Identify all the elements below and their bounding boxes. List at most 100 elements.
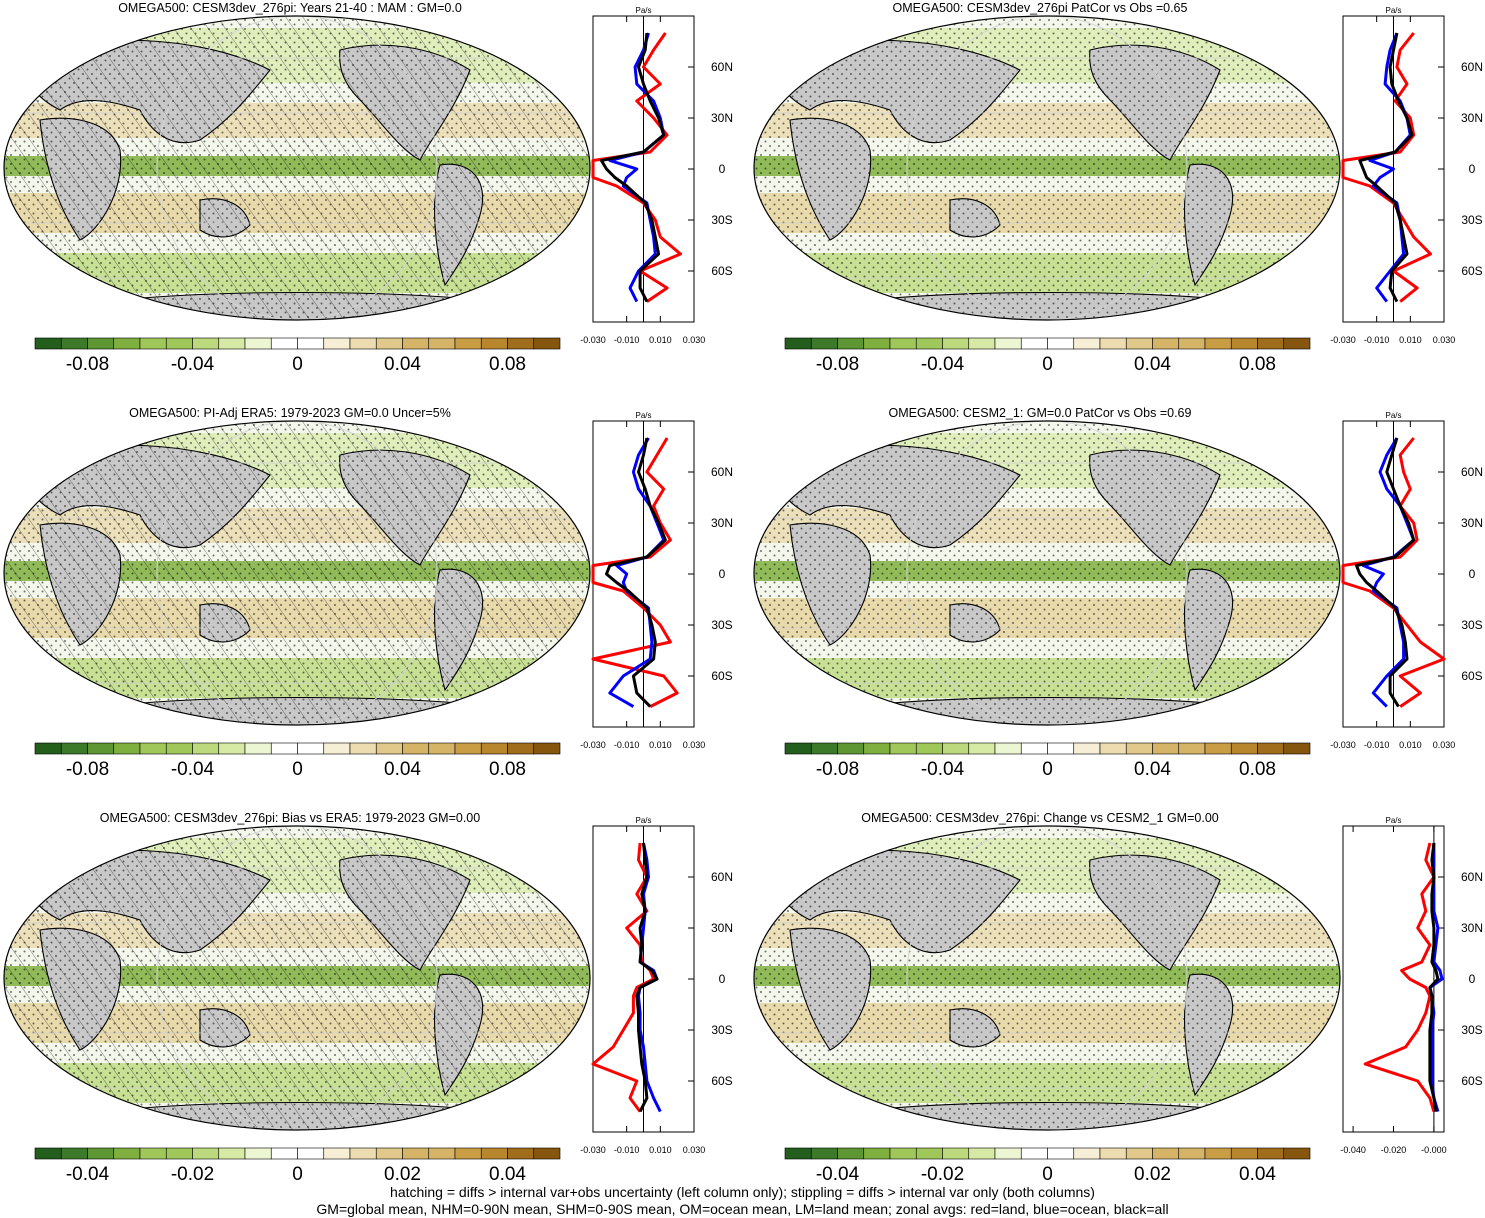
- colorbar-box: [165, 742, 193, 755]
- colorbar-tick-label: -0.04: [921, 354, 965, 375]
- colorbar-tick-label: 0.04: [1134, 354, 1171, 375]
- hatching-overlay: [4, 421, 590, 725]
- map-outline: [3, 420, 591, 726]
- colorbar-box: [994, 337, 1022, 350]
- zonal-all-line: [1355, 437, 1416, 708]
- colorbar-box: [165, 337, 193, 350]
- colorbar-box: [784, 1147, 812, 1160]
- colorbar-tick-label: 0.04: [384, 354, 421, 375]
- zonal-lat-label: 30S: [711, 1023, 732, 1037]
- colorbar-tick-label: -0.08: [816, 759, 859, 780]
- zonal-x-tick-label: 0.030: [683, 335, 706, 345]
- colorbar-box: [60, 337, 88, 350]
- map-title: OMEGA500: PI-Adj ERA5: 1979-2023 GM=0.0 …: [129, 406, 451, 420]
- colorbar-box: [1257, 742, 1285, 755]
- colorbar-box: [218, 1147, 246, 1160]
- colorbar-box: [1204, 337, 1232, 350]
- zonal-units: Pa/s: [635, 411, 651, 420]
- colorbar-tick-label: 0: [292, 1164, 303, 1185]
- colorbar-box: [113, 337, 141, 350]
- colorbar-box: [1073, 742, 1101, 755]
- colorbar-box: [349, 1147, 377, 1160]
- zonal-x-tick-label: 0.010: [649, 740, 672, 750]
- zonal-all-line: [599, 32, 666, 303]
- zonal-units: Pa/s: [1385, 411, 1401, 420]
- colorbar-box: [1283, 337, 1311, 350]
- map-field: [4, 421, 590, 725]
- colorbar-box: [1152, 1147, 1180, 1160]
- colorbar-tick-label: -0.04: [66, 1164, 110, 1185]
- colorbar-box: [1020, 337, 1048, 350]
- colorbar-box: [428, 742, 456, 755]
- zonal-x-tick-label: 0.010: [1399, 740, 1422, 750]
- colorbar-box: [454, 742, 482, 755]
- colorbar-box: [323, 1147, 351, 1160]
- colorbar-box: [942, 742, 970, 755]
- colorbar-tick-label: 0.08: [489, 354, 526, 375]
- colorbar-box: [297, 1147, 325, 1160]
- zonal-x-tick-label: -0.030: [580, 740, 606, 750]
- colorbar-box: [402, 337, 430, 350]
- colorbar-box: [139, 337, 167, 350]
- zonal-lat-label: 30N: [1461, 921, 1483, 935]
- colorbar-box: [139, 1147, 167, 1160]
- colorbar-box: [480, 742, 508, 755]
- colorbar-box: [915, 337, 943, 350]
- colorbar-tick-label: 0: [1042, 354, 1053, 375]
- zonal-ocean-line: [608, 437, 666, 708]
- colorbar-box: [402, 742, 430, 755]
- colorbar: -0.04 -0.02 0 0.02 0.04: [784, 1147, 1311, 1185]
- colorbar-box: [1125, 337, 1153, 350]
- colorbar-box: [454, 1147, 482, 1160]
- zonal-x-tick-label: -0.010: [614, 740, 640, 750]
- colorbar-box: [1283, 742, 1311, 755]
- zonal-mean-plot: Pa/s -0.030 -0.010 0.010 0.030 60N 30N 0 30S 60S: [1330, 411, 1483, 750]
- colorbar: -0.08 -0.04 0 0.04 0.08: [784, 742, 1311, 780]
- map-field: [4, 826, 590, 1130]
- map-field: [754, 16, 1340, 320]
- graticule-meridian: [156, 16, 438, 320]
- zonal-units: Pa/s: [1385, 6, 1401, 15]
- graticule-meridian: [906, 826, 1188, 1130]
- colorbar-box: [1047, 742, 1075, 755]
- colorbar-tick-label: 0.04: [1134, 759, 1171, 780]
- panels-layer: OMEGA500: CESM3dev_276pi: Years 21-40 : …: [3, 1, 1483, 1185]
- colorbar: -0.08 -0.04 0 0.04 0.08: [34, 742, 561, 780]
- colorbar-box: [863, 337, 891, 350]
- map-title: OMEGA500: CESM2_1: GM=0.0 PatCor vs Obs …: [889, 406, 1192, 420]
- colorbar-box: [270, 337, 298, 350]
- colorbar-box: [60, 742, 88, 755]
- colorbar-box: [1178, 742, 1206, 755]
- map-outline: [753, 420, 1341, 726]
- zonal-mean-plot: Pa/s -0.030 -0.010 0.010 0.030 60N 30N 0 30S 60S: [580, 6, 733, 345]
- colorbar-tick-label: 0.02: [384, 1164, 421, 1185]
- colorbar-box: [1257, 1147, 1285, 1160]
- colorbar: -0.04 -0.02 0 0.02 0.04: [34, 1147, 561, 1185]
- colorbar-box: [1257, 337, 1285, 350]
- colorbar-box: [533, 742, 561, 755]
- colorbar-box: [34, 337, 62, 350]
- zonal-all-line: [1358, 32, 1414, 303]
- footer-line-1: hatching = diffs > internal var+obs unce…: [390, 1184, 1095, 1200]
- colorbar-box: [87, 742, 115, 755]
- zonal-lat-label: 60S: [1461, 264, 1482, 278]
- graticule-meridian: [156, 826, 438, 1130]
- zonal-x-tick-label: 0.030: [683, 1145, 706, 1155]
- colorbar-box: [375, 742, 403, 755]
- colorbar-tick-label: 0.08: [1239, 354, 1276, 375]
- colorbar-box: [837, 742, 865, 755]
- colorbar-box: [87, 1147, 115, 1160]
- stippling-overlay: [754, 16, 1340, 320]
- hatching-overlay: [4, 16, 590, 320]
- colorbar-box: [480, 337, 508, 350]
- zonal-x-tick-label: -0.010: [1364, 335, 1390, 345]
- panel-6: OMEGA500: CESM3dev_276pi: Change vs CESM…: [753, 811, 1483, 1185]
- colorbar-box: [507, 742, 535, 755]
- zonal-x-tick-label: -0.010: [614, 335, 640, 345]
- colorbar-box: [1152, 337, 1180, 350]
- colorbar-box: [889, 337, 917, 350]
- colorbar-tick-label: -0.08: [816, 354, 859, 375]
- zonal-lat-label: 60S: [711, 1074, 732, 1088]
- colorbar-box: [165, 1147, 193, 1160]
- zonal-x-tick-label: -0.010: [614, 1145, 640, 1155]
